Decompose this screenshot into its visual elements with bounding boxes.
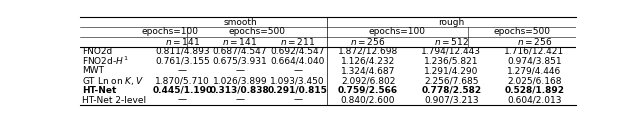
Text: FNO2d-$H^1$: FNO2d-$H^1$ [82,55,129,67]
Text: 0.811/4.893: 0.811/4.893 [155,47,209,56]
Text: 0.291/0.815: 0.291/0.815 [268,86,328,95]
Text: 0.761/3.155: 0.761/3.155 [155,57,210,66]
Text: smooth: smooth [223,18,257,27]
Text: 0.445/1.190: 0.445/1.190 [152,86,212,95]
Text: 0.675/3.931: 0.675/3.931 [212,57,268,66]
Text: 1.716/12.421: 1.716/12.421 [504,47,564,56]
Text: 1.870/5.710: 1.870/5.710 [155,76,210,85]
Text: epochs=100: epochs=100 [369,27,426,36]
Text: 0.664/4.040: 0.664/4.040 [271,57,325,66]
Text: 1.026/3.899: 1.026/3.899 [212,76,268,85]
Text: $n = 256$: $n = 256$ [351,36,386,47]
Text: —: — [236,95,244,105]
Text: 0.313/0.838: 0.313/0.838 [210,86,270,95]
Text: HT-Net 2-level: HT-Net 2-level [82,95,146,105]
Text: 1.794/12.443: 1.794/12.443 [421,47,481,56]
Text: —: — [293,66,302,75]
Text: 0.974/3.851: 0.974/3.851 [507,57,562,66]
Text: 0.907/3.213: 0.907/3.213 [424,95,479,105]
Text: 0.687/4.547: 0.687/4.547 [212,47,268,56]
Text: epochs=500: epochs=500 [228,27,285,36]
Text: —: — [236,66,244,75]
Text: 0.840/2.600: 0.840/2.600 [341,95,396,105]
Text: 1.236/5.821: 1.236/5.821 [424,57,479,66]
Text: 0.604/2.013: 0.604/2.013 [507,95,562,105]
Text: —: — [178,95,187,105]
Text: epochs=500: epochs=500 [493,27,550,36]
Text: 0.778/2.582: 0.778/2.582 [421,86,481,95]
Text: 0.759/2.566: 0.759/2.566 [338,86,398,95]
Text: 1.291/4.290: 1.291/4.290 [424,66,479,75]
Text: $n = 141$: $n = 141$ [222,36,257,47]
Text: 0.528/1.892: 0.528/1.892 [504,86,564,95]
Text: epochs=100: epochs=100 [141,27,198,36]
Text: FNO2d: FNO2d [82,47,112,56]
Text: 1.279/4.446: 1.279/4.446 [508,66,561,75]
Text: 1.872/12.698: 1.872/12.698 [338,47,398,56]
Text: GT Ln on $K,V$: GT Ln on $K,V$ [82,75,144,87]
Text: $n = 211$: $n = 211$ [280,36,316,47]
Text: $n = 256$: $n = 256$ [516,36,552,47]
Text: 2.025/6.168: 2.025/6.168 [507,76,562,85]
Text: $n = 141$: $n = 141$ [164,36,200,47]
Text: rough: rough [438,18,465,27]
Text: 2.092/6.802: 2.092/6.802 [341,76,396,85]
Text: 2.256/7.685: 2.256/7.685 [424,76,479,85]
Text: 0.692/4.547: 0.692/4.547 [271,47,325,56]
Text: 1.324/4.687: 1.324/4.687 [341,66,396,75]
Text: —: — [293,95,302,105]
Text: $n = 512$: $n = 512$ [434,36,468,47]
Text: MWT: MWT [82,66,104,75]
Text: —: — [178,66,187,75]
Text: 1.126/4.232: 1.126/4.232 [341,57,396,66]
Text: HT-Net: HT-Net [82,86,116,95]
Text: 1.093/3.450: 1.093/3.450 [270,76,325,85]
